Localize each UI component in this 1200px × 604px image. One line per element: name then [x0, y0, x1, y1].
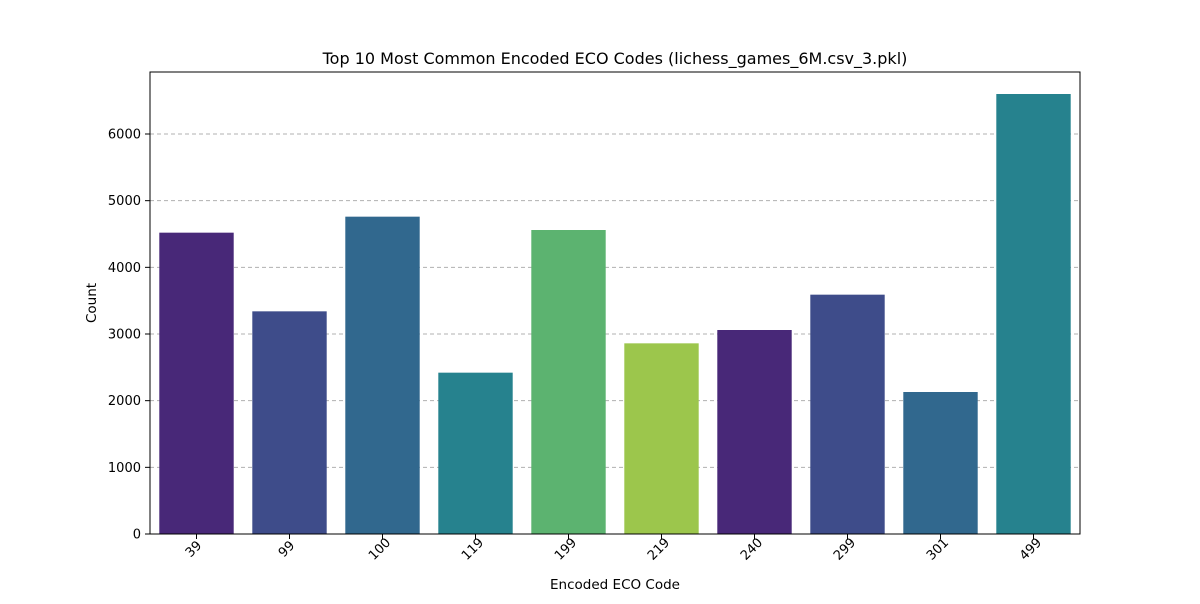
- x-tick-label: 119: [459, 535, 487, 563]
- y-tick-label: 5000: [108, 194, 141, 209]
- y-tick-label: 3000: [108, 328, 141, 343]
- bar-99: [252, 311, 327, 534]
- bar-301: [903, 392, 978, 534]
- x-tick-label: 39: [183, 538, 205, 560]
- bar-119: [438, 372, 513, 534]
- y-axis-label: Count: [84, 283, 100, 323]
- y-tick-label: 6000: [108, 128, 141, 143]
- bar-100: [345, 216, 420, 534]
- x-axis-label: Encoded ECO Code: [550, 577, 680, 593]
- x-tick-label: 219: [645, 535, 673, 563]
- y-axis-ticks: 0 1000 2000 3000 4000 5000 6000: [108, 128, 150, 543]
- x-axis-ticks: 39 99 100 119 199 219 240 299 301 499: [183, 534, 1045, 564]
- bars: [159, 94, 1071, 534]
- x-tick-label: 240: [738, 535, 766, 563]
- bar-499: [996, 94, 1071, 534]
- x-tick-label: 199: [552, 535, 580, 563]
- plot-frame: [149, 71, 1081, 535]
- chart-title: Top 10 Most Common Encoded ECO Codes (li…: [322, 49, 908, 69]
- y-tick-label: 1000: [108, 461, 141, 476]
- bar-299: [810, 294, 885, 534]
- y-tick-label: 2000: [108, 394, 141, 409]
- x-tick-label: 301: [924, 535, 952, 563]
- bar-199: [531, 230, 606, 534]
- x-tick-label: 499: [1017, 535, 1045, 563]
- x-tick-label: 299: [831, 535, 859, 563]
- x-tick-label: 99: [276, 538, 298, 560]
- x-tick-label: 100: [366, 535, 394, 563]
- bar-219: [624, 343, 699, 534]
- bar-39: [159, 232, 234, 534]
- y-tick-label: 4000: [108, 261, 141, 276]
- y-tick-label: 0: [133, 528, 141, 543]
- bar-240: [717, 330, 792, 534]
